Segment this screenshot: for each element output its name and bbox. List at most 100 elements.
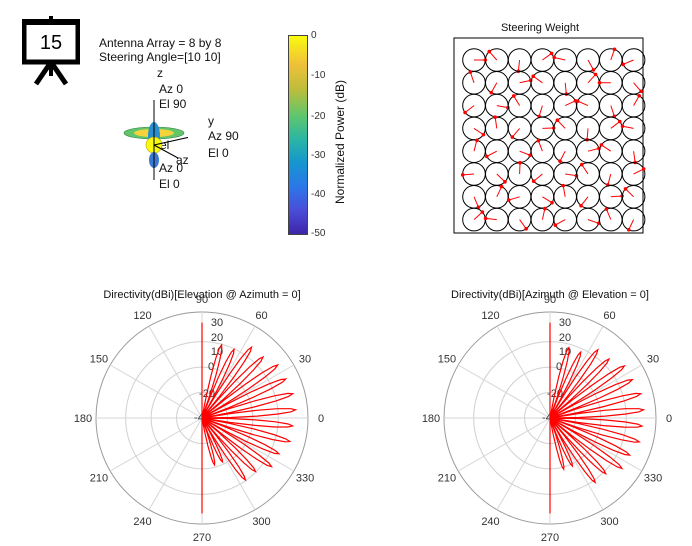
weight-arrow [610, 49, 616, 61]
polar-spoke [496, 325, 551, 419]
weight-arrow-head [617, 119, 622, 124]
weight-arrow [565, 173, 577, 177]
weight-arrow-head [511, 94, 516, 98]
weight-arrow [586, 128, 589, 140]
weight-arrow-head [612, 47, 617, 52]
weight-arrow [490, 82, 498, 93]
weight-arrow [508, 196, 520, 201]
3d-radiation-pattern [123, 100, 188, 180]
label-el0-1: El 0 [208, 146, 229, 160]
weight-arrow-head [524, 226, 528, 231]
angle-tick-label: 330 [296, 473, 314, 485]
weight-arrow-head [591, 68, 596, 72]
colorbar-tick: 0 [311, 30, 317, 41]
label-az90: Az 90 [208, 129, 239, 143]
polar-chart-elevation: Directivity(dBi)[Elevation @ Azimuth = 0… [74, 289, 324, 544]
label-el: el [160, 138, 170, 152]
polar-spoke [496, 417, 551, 511]
weight-arrow [587, 219, 599, 224]
weight-arrow-head [639, 89, 643, 94]
weight-arrow [564, 100, 576, 107]
weight-arrow [559, 150, 566, 162]
steering-weight-panel: Steering Weight [453, 22, 646, 234]
weight-arrow [610, 105, 615, 117]
weight-arrow-head [604, 207, 609, 211]
weight-arrow [633, 168, 644, 175]
angle-tick-label: 150 [90, 354, 108, 366]
weight-arrow [564, 82, 567, 95]
radial-tick-label: 0 [208, 361, 214, 373]
weight-arrow [462, 173, 475, 176]
radial-tick-label: 0 [556, 361, 562, 373]
weight-arrow-head [549, 51, 554, 56]
weight-arrow-head [483, 216, 488, 221]
weight-arrow [580, 196, 589, 207]
weight-arrow [537, 140, 543, 152]
badge-number: 15 [40, 32, 62, 54]
weight-arrow-head [480, 210, 485, 214]
angle-tick-label: 180 [74, 413, 92, 425]
angle-tick-label: 120 [133, 310, 151, 322]
weight-arrow [577, 100, 589, 107]
weight-arrow [542, 53, 552, 61]
weight-arrow-head [463, 110, 467, 115]
angle-tick-label: 210 [438, 473, 456, 485]
polar-spoke [148, 325, 203, 419]
weight-arrow [533, 173, 543, 182]
directivity-series-line [549, 346, 646, 485]
weight-arrow-head [552, 55, 556, 60]
steering-info: Steering Angle=[10 10] [99, 50, 221, 64]
polar-spoke [148, 417, 203, 511]
weight-arrow [473, 127, 484, 136]
weight-arrow-head [599, 143, 604, 147]
weight-arrow-head [531, 74, 536, 78]
weight-arrow-head [555, 118, 560, 123]
directivity-series-line [201, 343, 298, 482]
angle-tick-label: 180 [422, 413, 440, 425]
weight-arrow-head [558, 159, 562, 164]
weight-arrow [517, 59, 521, 72]
weight-arrow [494, 117, 498, 129]
weight-arrow [633, 82, 642, 92]
weight-arrow [554, 56, 566, 61]
weight-arrow [622, 59, 634, 65]
polar-spoke [109, 364, 203, 419]
angle-tick-label: 300 [252, 516, 270, 528]
colorbar-tick: -20 [311, 111, 326, 122]
colorbar [288, 35, 308, 235]
weight-arrow [610, 121, 621, 129]
radial-tick-label: 10 [211, 346, 223, 358]
angle-tick-label: 270 [541, 532, 559, 544]
weight-circle [621, 207, 646, 232]
weight-arrow-head [531, 179, 536, 184]
weight-arrow [513, 95, 521, 106]
weight-arrow-head [506, 198, 511, 202]
polar-spoke [457, 364, 551, 419]
axis-y-label: y [208, 114, 214, 128]
angle-tick-label: 60 [603, 310, 615, 322]
weight-arrow-head [620, 124, 625, 129]
weight-arrow-head [626, 227, 631, 232]
weight-arrow-head [553, 223, 558, 227]
angle-tick-label: 300 [600, 516, 618, 528]
weight-arrow-head [518, 160, 522, 165]
polar-title: Directivity(dBi)[Elevation @ Azimuth = 0… [103, 289, 300, 301]
weight-arrow [519, 79, 531, 84]
weight-arrow [610, 195, 623, 198]
label-el0-2: El 0 [159, 177, 180, 191]
weight-arrow-head [561, 183, 565, 188]
angle-tick-label: 90 [544, 294, 556, 306]
weight-arrow-head [550, 200, 554, 205]
steering-title: Steering Weight [501, 22, 579, 34]
weight-arrow-head [476, 205, 481, 209]
weight-arrow [587, 74, 596, 84]
weight-arrow [519, 219, 527, 230]
weight-arrow-head [481, 132, 486, 137]
weight-arrow-head [575, 99, 580, 103]
weight-arrow [587, 147, 600, 152]
colorbar-tick: -50 [311, 228, 326, 239]
weight-arrow-head [637, 93, 642, 98]
weight-arrow [557, 119, 566, 129]
weight-arrow [511, 128, 520, 138]
weight-arrow-head [641, 167, 646, 171]
